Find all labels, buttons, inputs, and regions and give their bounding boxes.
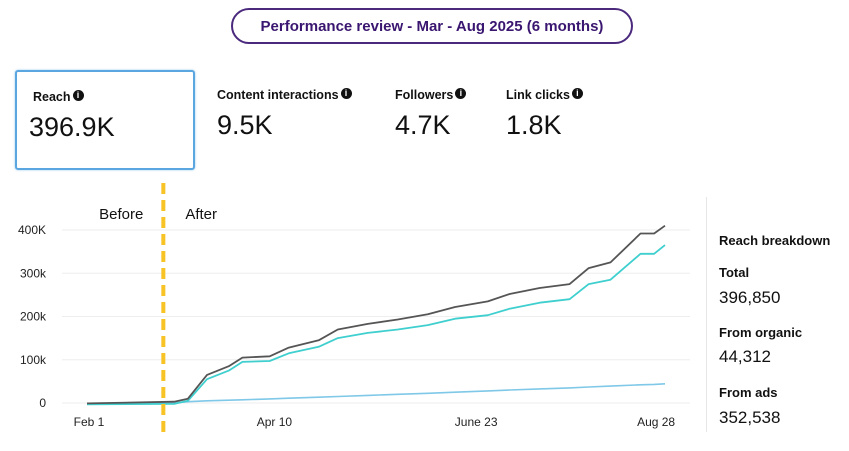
y-tick-label: 0 <box>39 396 46 410</box>
x-tick-label: Aug 28 <box>637 415 675 429</box>
metric-card-link-clicks[interactable]: Link clicks i 1.8K <box>506 70 606 170</box>
y-tick-label: 300k <box>20 266 47 280</box>
header-title: Performance review - Mar - Aug 2025 (6 m… <box>260 17 604 35</box>
metric-card-reach[interactable]: Reach i 396.9K <box>15 70 195 170</box>
series-line-organic <box>86 383 666 405</box>
performance-review-button[interactable]: Performance review - Mar - Aug 2025 (6 m… <box>231 8 633 44</box>
info-icon[interactable]: i <box>340 87 352 99</box>
metric-label: Link clicks <box>506 88 570 102</box>
metric-label: Reach <box>33 90 71 104</box>
info-icon[interactable]: i <box>455 87 467 99</box>
organic-label: From organic <box>719 325 803 340</box>
total-label: Total <box>719 265 750 280</box>
breakdown-title: Reach breakdown <box>719 233 831 248</box>
series-line-ads <box>86 244 666 406</box>
series-line-total <box>86 224 666 405</box>
y-tick-label: 100k <box>20 353 47 367</box>
y-tick-label: 400K <box>18 223 46 237</box>
before-label: Before <box>99 206 143 223</box>
info-icon[interactable]: i <box>571 87 583 99</box>
info-icon[interactable]: i <box>72 89 84 101</box>
total-value: 396,850 <box>719 288 781 307</box>
organic-value: 44,312 <box>719 347 771 366</box>
x-tick-label: Apr 10 <box>257 415 293 429</box>
x-tick-label: June 23 <box>455 415 498 429</box>
metric-value: 1.8K <box>506 110 562 140</box>
metric-value: 9.5K <box>217 110 273 140</box>
metric-card-content-interactions[interactable]: Content interactions i 9.5K <box>217 70 377 170</box>
reach-chart: 0 100k 200k 300k 400K Feb 1 Apr 10 June 23 Aug 2… <box>18 183 690 434</box>
ads-value: 352,538 <box>719 408 781 427</box>
metric-label: Followers <box>395 88 454 102</box>
ads-label: From ads <box>719 385 778 400</box>
metric-value: 396.9K <box>29 112 115 142</box>
metric-label: Content interactions <box>217 88 339 102</box>
metric-value: 4.7K <box>395 110 451 140</box>
y-tick-label: 200k <box>20 310 47 324</box>
x-tick-label: Feb 1 <box>74 415 105 429</box>
metric-card-followers[interactable]: Followers i 4.7K <box>395 70 495 170</box>
after-label: After <box>185 206 217 223</box>
divider <box>706 197 707 432</box>
